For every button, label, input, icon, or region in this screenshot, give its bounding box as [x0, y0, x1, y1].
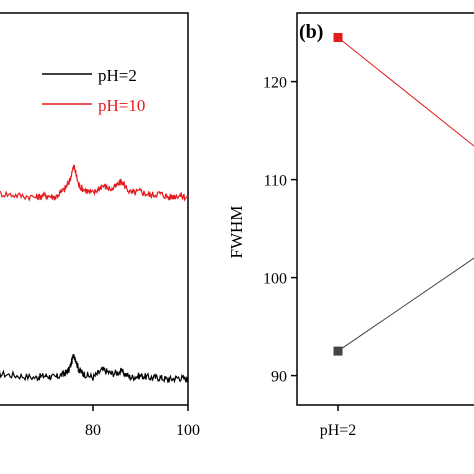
panel-b-x-ticks: pH=2pH=10: [320, 405, 357, 439]
panel-a-x-ticks: 80 100: [85, 405, 200, 439]
panel-b-y-tick-label: 120: [263, 75, 287, 92]
legend-label-ph10: pH=10: [98, 96, 145, 115]
panel-a-x-tick-label: 80: [85, 422, 101, 439]
panel-b-point: [333, 33, 343, 42]
panel-a-series: [0, 164, 189, 384]
panel-b-y-tick-label: 100: [263, 271, 287, 288]
panel-b-frame: [296, 12, 474, 406]
panel-b-label: (b): [299, 21, 323, 43]
panel-a: 80 100 pH=2 pH=10: [0, 12, 200, 439]
panel-b-y-tick-label: 110: [264, 173, 287, 190]
panel-a-x-tick-label: 100: [176, 422, 200, 439]
panel-b: (b) FWHM 90 100 110 120 pH=2pH=10: [227, 12, 474, 439]
panel-b-series-line: [337, 257, 474, 352]
panel-a-frame: [0, 12, 189, 406]
panel-a-series-line: [0, 164, 189, 202]
legend: pH=2 pH=10: [42, 66, 145, 115]
panel-b-series: [333, 33, 474, 356]
panel-b-series-line: [337, 37, 474, 147]
panel-b-y-axis-label: FWHM: [227, 206, 246, 259]
panel-b-y-ticks: 90 100 110 120: [263, 75, 297, 386]
panel-a-series-line: [0, 354, 189, 384]
panel-b-point: [333, 346, 343, 356]
legend-label-ph2: pH=2: [98, 66, 137, 85]
panel-b-x-tick-label: pH=2: [320, 422, 357, 439]
panel-b-y-tick-label: 90: [271, 369, 287, 386]
